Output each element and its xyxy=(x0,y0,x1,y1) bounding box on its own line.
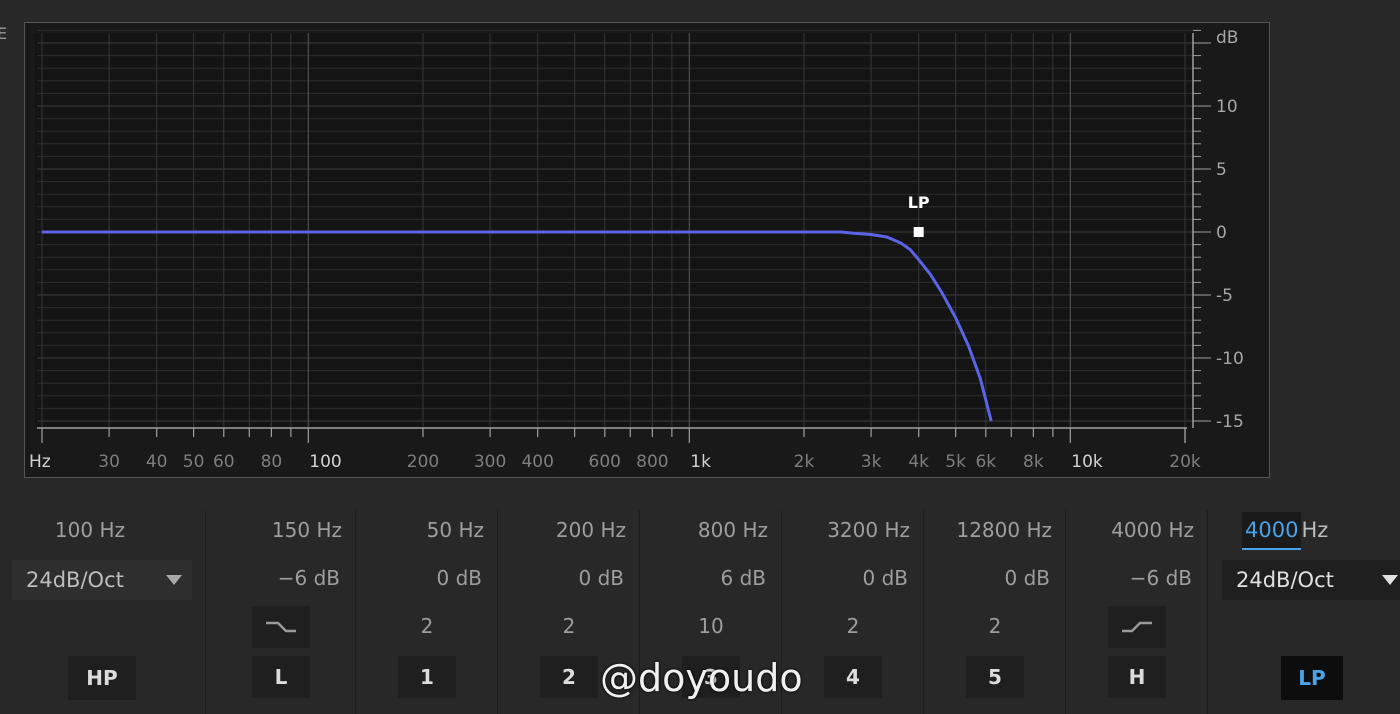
lp-slope-value: 24dB/Oct xyxy=(1236,568,1334,592)
high-shelf-frequency[interactable]: 4000 Hz xyxy=(1111,518,1194,542)
axes: Hz 30 40 50 60 80 100 200 300 400 600 800 1k 2k 3k 4k 5k… xyxy=(29,28,1244,472)
response-curve-line xyxy=(42,230,993,422)
x-tick-label: 20k xyxy=(1169,452,1201,472)
x-tick-label: 3k xyxy=(861,452,882,472)
x-tick-label: 100 xyxy=(309,452,341,472)
lp-button[interactable]: LP xyxy=(1281,656,1343,700)
band-4-button[interactable]: 4 xyxy=(824,656,882,698)
lp-handle-label: LP xyxy=(908,193,930,212)
x-tick-label: 40 xyxy=(146,452,168,472)
x-tick-label: Hz xyxy=(29,452,51,472)
chevron-down-icon xyxy=(1382,575,1398,585)
x-tick-label: 300 xyxy=(474,452,506,472)
y-tick-label: dB xyxy=(1216,28,1238,48)
high-shelf-button[interactable]: H xyxy=(1108,656,1166,698)
y-tick-label: -5 xyxy=(1216,286,1233,306)
high-shelf-gain[interactable]: −6 dB xyxy=(1129,566,1192,590)
lp-frequency-unit: Hz xyxy=(1301,518,1329,542)
hp-slope-value: 24dB/Oct xyxy=(26,568,124,592)
x-tick-label: 8k xyxy=(1023,452,1044,472)
band-5: 12800 Hz 0 dB 2 5 xyxy=(923,510,1066,714)
low-shelf-frequency[interactable]: 150 Hz xyxy=(271,518,342,542)
band-4: 3200 Hz 0 dB 2 4 xyxy=(781,510,924,714)
x-tick-label: 60 xyxy=(213,452,235,472)
x-tick-label: 2k xyxy=(794,452,815,472)
band-5-button[interactable]: 5 xyxy=(966,656,1024,698)
eq-graph[interactable]: Hz 30 40 50 60 80 100 200 300 400 600 800 1k 2k 3k 4k 5k… xyxy=(24,22,1270,478)
band-1-button[interactable]: 1 xyxy=(398,656,456,698)
band-3-q[interactable]: 10 xyxy=(698,614,724,638)
hp-button[interactable]: HP xyxy=(68,656,136,700)
lp-frequency[interactable]: 4000 Hz xyxy=(1242,510,1328,550)
x-tick-label: 4k xyxy=(908,452,929,472)
x-tick-label: 80 xyxy=(261,452,283,472)
low-shelf-button[interactable]: L xyxy=(252,656,310,698)
band-high-shelf: 4000 Hz −6 dB H xyxy=(1065,510,1208,714)
lp-frequency-input[interactable]: 4000 xyxy=(1242,512,1302,550)
band-5-frequency[interactable]: 12800 Hz xyxy=(956,518,1052,542)
band-3-gain[interactable]: 6 dB xyxy=(720,566,767,590)
band-4-gain[interactable]: 0 dB xyxy=(862,566,909,590)
x-tick-label: 10k xyxy=(1071,452,1103,472)
band-5-q[interactable]: 2 xyxy=(988,614,1002,638)
y-tick-label: 10 xyxy=(1216,97,1238,117)
band-2-q[interactable]: 2 xyxy=(562,614,576,638)
x-tick-label: 200 xyxy=(407,452,439,472)
band-3: 800 Hz 6 dB 10 3 xyxy=(639,510,782,714)
band-hp: 100 Hz 24dB/Oct HP xyxy=(0,510,205,714)
band-4-q[interactable]: 2 xyxy=(846,614,860,638)
high-shelf-icon[interactable] xyxy=(1108,606,1166,648)
band-3-frequency[interactable]: 800 Hz xyxy=(697,518,768,542)
x-tick-label: 1k xyxy=(690,452,711,472)
y-tick-label: 0 xyxy=(1216,223,1227,243)
x-tick-label: 400 xyxy=(521,452,553,472)
band-1-gain[interactable]: 0 dB xyxy=(436,566,483,590)
band-4-frequency[interactable]: 3200 Hz xyxy=(827,518,910,542)
chevron-down-icon xyxy=(166,575,182,585)
low-shelf-icon[interactable] xyxy=(252,606,310,648)
response-curve xyxy=(42,230,993,422)
lp-slope-select[interactable]: 24dB/Oct xyxy=(1222,560,1400,600)
band-1: 50 Hz 0 dB 2 1 xyxy=(355,510,498,714)
y-tick-label: -10 xyxy=(1216,349,1244,369)
band-lp xyxy=(1207,510,1400,714)
x-tick-label: 5k xyxy=(945,452,966,472)
band-3-button[interactable]: 3 xyxy=(682,656,740,698)
eq-graph-canvas[interactable]: Hz 30 40 50 60 80 100 200 300 400 600 800 1k 2k 3k 4k 5k… xyxy=(25,23,1271,479)
lp-handle-marker[interactable] xyxy=(913,227,924,237)
y-tick-label: 5 xyxy=(1216,160,1227,180)
band-2-button[interactable]: 2 xyxy=(540,656,598,698)
edge-label: E xyxy=(0,24,8,43)
lp-handle[interactable]: LP xyxy=(908,193,930,237)
x-tick-label: 800 xyxy=(636,452,668,472)
hp-slope-select[interactable]: 24dB/Oct xyxy=(12,560,192,600)
band-5-gain[interactable]: 0 dB xyxy=(1004,566,1051,590)
hp-frequency[interactable]: 100 Hz xyxy=(54,518,125,542)
low-shelf-gain[interactable]: −6 dB xyxy=(277,566,340,590)
grid xyxy=(35,29,1195,427)
band-2-gain[interactable]: 0 dB xyxy=(578,566,625,590)
y-tick-label: -15 xyxy=(1216,412,1244,432)
band-1-q[interactable]: 2 xyxy=(420,614,434,638)
x-tick-label: 30 xyxy=(98,452,120,472)
band-2: 200 Hz 0 dB 2 2 xyxy=(497,510,640,714)
plot-area xyxy=(35,33,1195,427)
x-tick-label: 600 xyxy=(589,452,621,472)
band-low-shelf: 150 Hz −6 dB L xyxy=(205,510,356,714)
x-tick-label: 6k xyxy=(975,452,996,472)
watermark: @doyoudo xyxy=(600,656,803,700)
band-2-frequency[interactable]: 200 Hz xyxy=(555,518,626,542)
x-tick-label: 50 xyxy=(183,452,205,472)
band-1-frequency[interactable]: 50 Hz xyxy=(426,518,484,542)
